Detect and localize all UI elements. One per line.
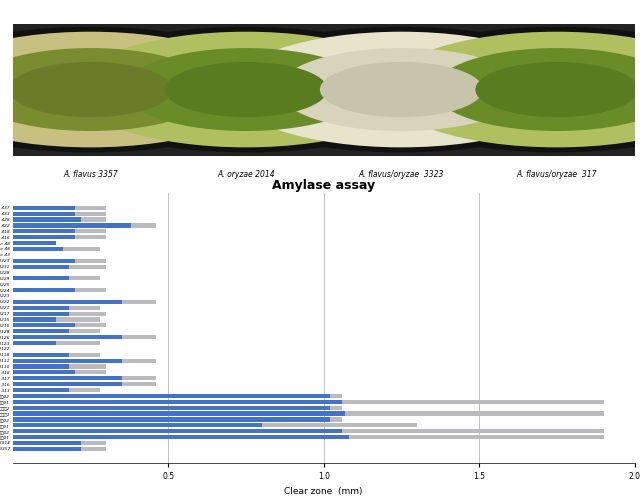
Bar <box>13 306 100 310</box>
Bar <box>13 212 75 216</box>
Bar <box>13 300 122 304</box>
Bar <box>13 300 156 304</box>
Bar <box>13 441 81 445</box>
Text: A. flavus 3357: A. flavus 3357 <box>63 170 118 179</box>
X-axis label: Clear zone  (mm): Clear zone (mm) <box>285 487 363 496</box>
Bar <box>13 224 131 228</box>
Ellipse shape <box>9 62 172 117</box>
Bar <box>13 206 75 210</box>
Bar <box>13 411 345 416</box>
Bar <box>13 264 69 269</box>
Bar <box>13 312 69 316</box>
Ellipse shape <box>0 27 286 152</box>
Bar <box>13 441 106 445</box>
Ellipse shape <box>476 62 638 117</box>
Ellipse shape <box>165 62 328 117</box>
Bar <box>13 417 330 421</box>
Bar <box>13 405 342 410</box>
Bar <box>13 229 106 234</box>
FancyBboxPatch shape <box>349 23 641 155</box>
Bar <box>13 382 122 386</box>
Bar <box>13 423 417 427</box>
Bar <box>13 435 604 439</box>
Text: A. flavus/oryzae  3323: A. flavus/oryzae 3323 <box>359 170 444 179</box>
Bar <box>13 417 342 421</box>
Bar <box>13 400 604 404</box>
FancyBboxPatch shape <box>38 23 454 155</box>
Bar <box>13 335 156 339</box>
Bar <box>13 306 69 310</box>
Bar <box>13 218 81 222</box>
Bar <box>13 317 56 322</box>
Bar <box>13 235 106 240</box>
Title: Amylase assay: Amylase assay <box>272 179 375 192</box>
Ellipse shape <box>74 32 418 147</box>
Bar <box>13 276 100 280</box>
Bar <box>13 229 75 234</box>
Ellipse shape <box>434 48 641 131</box>
Bar <box>13 323 106 328</box>
Bar <box>13 429 604 433</box>
Bar <box>13 411 604 416</box>
Bar <box>13 371 106 374</box>
Bar <box>13 206 106 210</box>
Bar <box>13 447 81 451</box>
Bar <box>13 323 75 328</box>
Bar <box>13 317 100 322</box>
Bar <box>13 394 330 398</box>
Bar <box>13 353 69 357</box>
Bar <box>13 376 122 380</box>
Bar <box>13 247 100 251</box>
Bar <box>13 388 100 392</box>
Bar <box>13 405 330 410</box>
Bar <box>13 365 69 369</box>
Ellipse shape <box>229 32 574 147</box>
Bar <box>13 312 106 316</box>
Bar <box>13 235 75 240</box>
Bar <box>13 447 106 451</box>
Bar <box>13 376 156 380</box>
Bar <box>13 359 122 363</box>
Bar <box>13 276 69 280</box>
Bar <box>13 371 75 374</box>
Bar <box>13 264 106 269</box>
Bar <box>13 329 69 333</box>
Bar <box>13 382 156 386</box>
Ellipse shape <box>123 48 369 131</box>
Text: A. oryzae 2014: A. oryzae 2014 <box>217 170 275 179</box>
Bar <box>13 359 156 363</box>
Bar <box>13 394 342 398</box>
Ellipse shape <box>0 48 213 131</box>
Bar <box>13 224 156 228</box>
Bar <box>13 400 342 404</box>
Bar <box>13 341 100 345</box>
Bar <box>13 429 342 433</box>
Bar <box>13 258 106 263</box>
Bar <box>13 353 100 357</box>
Bar <box>13 212 106 216</box>
Ellipse shape <box>278 48 524 131</box>
Text: A. flavus/oryzae  317: A. flavus/oryzae 317 <box>517 170 597 179</box>
Ellipse shape <box>385 32 641 147</box>
Bar <box>13 258 75 263</box>
FancyBboxPatch shape <box>193 23 610 155</box>
Ellipse shape <box>0 32 263 147</box>
Bar <box>13 423 262 427</box>
Ellipse shape <box>206 27 597 152</box>
Bar <box>13 365 106 369</box>
Ellipse shape <box>320 62 483 117</box>
Bar <box>13 288 106 292</box>
Ellipse shape <box>362 27 641 152</box>
Bar <box>13 329 100 333</box>
Bar <box>13 435 349 439</box>
Bar <box>13 288 75 292</box>
Ellipse shape <box>51 27 442 152</box>
Bar <box>13 388 69 392</box>
Bar <box>13 241 56 245</box>
Bar <box>13 218 106 222</box>
Bar <box>13 247 63 251</box>
Bar <box>13 341 56 345</box>
Bar <box>13 335 122 339</box>
FancyBboxPatch shape <box>0 23 299 155</box>
